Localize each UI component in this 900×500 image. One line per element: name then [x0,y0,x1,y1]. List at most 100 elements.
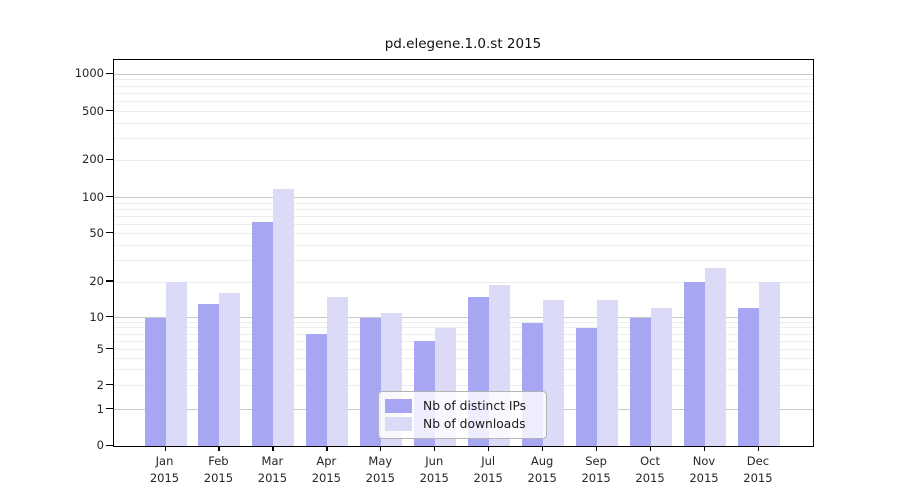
bar-nov-distinct-ips [684,282,705,446]
x-tick-label-nov: Nov 2015 [664,453,744,486]
bar-jan-distinct-ips [144,317,166,446]
month-year: 2015 [203,470,234,485]
gridline-100 [114,197,813,199]
month-name: Aug [530,454,554,468]
bar-sep-downloads [597,300,619,446]
bar-feb-downloads [219,293,241,446]
x-tick-mark [326,446,328,451]
month-year: 2015 [311,470,341,485]
y-tick-mark [106,408,113,410]
x-tick-mark [434,446,436,451]
gridline-300 [114,138,813,140]
x-tick-mark [704,446,706,451]
x-tick-label-aug: Aug 2015 [502,453,582,486]
y-tick-label-50: 50 [89,225,104,240]
gridline-90 [114,202,813,204]
y-tick-label-20: 20 [89,273,104,288]
gridline-9 [114,322,813,324]
y-tick-mark [106,316,113,318]
gridline-900 [114,79,813,81]
month-year: 2015 [527,470,557,485]
month-year: 2015 [419,470,449,485]
month-year: 2015 [149,470,180,485]
y-tick-mark [106,348,113,350]
x-tick-label-jan: Jan 2015 [125,453,205,486]
gridline-800 [114,85,813,87]
gridline-3 [114,369,813,371]
x-tick-label-feb: Feb 2015 [178,453,258,486]
month-name: Oct [640,454,660,468]
month-name: Jul [481,454,496,468]
gridline-600 [114,101,813,103]
gridline-8 [114,327,813,329]
x-tick-label-jul: Jul 2015 [448,453,528,486]
gridline-200 [114,159,813,161]
bar-apr-downloads [327,296,349,446]
bar-mar-downloads [273,189,295,446]
y-tick-label-1: 1 [96,401,104,416]
month-name: Jun [425,454,444,468]
x-tick-label-may: May 2015 [340,453,420,486]
month-year: 2015 [689,470,719,485]
y-tick-mark [106,280,113,282]
month-year: 2015 [635,470,665,485]
y-tick-mark [106,444,113,446]
gridline-70 [114,215,813,217]
bar-oct-downloads [651,308,673,446]
bar-mar-distinct-ips [252,221,274,446]
x-tick-label-jun: Jun 2015 [394,453,474,486]
y-tick-mark [106,232,113,234]
gridline-5 [114,349,813,350]
y-tick-mark [106,72,113,74]
month-name: Nov [692,454,716,468]
gridline-80 [114,208,813,210]
legend-label: Nb of downloads [423,417,526,431]
x-tick-mark [596,446,598,451]
x-tick-mark [650,446,652,451]
legend-swatch [385,399,412,413]
month-name: Apr [316,454,337,468]
plot-area [113,59,814,447]
x-tick-mark [218,446,220,451]
gridline-700 [114,92,813,94]
bar-apr-distinct-ips [306,334,328,446]
gridline-60 [114,223,813,225]
y-tick-label-1000: 1000 [74,66,104,81]
gridline-4 [114,357,813,359]
month-name: Feb [208,454,229,468]
bar-feb-distinct-ips [198,304,220,446]
y-tick-label-2: 2 [96,377,104,392]
gridline-400 [114,122,813,124]
gridline-2 [114,385,813,387]
y-tick-label-500: 500 [82,103,104,118]
y-tick-mark [106,158,113,160]
x-tick-label-sep: Sep 2015 [556,453,636,486]
gridline-50 [114,233,813,235]
gridline-30 [114,260,813,262]
x-tick-mark [542,446,544,451]
bar-sep-distinct-ips [576,327,598,446]
month-year: 2015 [581,470,611,485]
x-tick-mark [164,446,166,451]
x-tick-mark [380,446,382,451]
gridline-500 [114,111,813,113]
month-name: Sep [585,454,607,468]
y-tick-mark [106,384,113,386]
y-tick-label-100: 100 [82,189,104,204]
x-tick-mark [757,446,760,451]
gridline-10 [114,317,813,319]
y-tick-mark [106,196,113,198]
x-tick-label-dec: Dec 2015 [718,453,798,486]
x-tick-label-oct: Oct 2015 [610,453,690,486]
y-tick-mark [106,110,113,112]
x-tick-label-apr: Apr 2015 [286,453,366,486]
y-tick-label-0: 0 [96,438,104,452]
month-name: Jan [155,454,174,468]
gridline-6 [114,340,813,342]
month-year: 2015 [743,470,773,485]
gridline-40 [114,244,813,246]
bar-may-distinct-ips [360,317,382,446]
month-name: Mar [261,454,284,468]
gridline-1000 [114,73,813,75]
gridline-7 [114,333,813,335]
